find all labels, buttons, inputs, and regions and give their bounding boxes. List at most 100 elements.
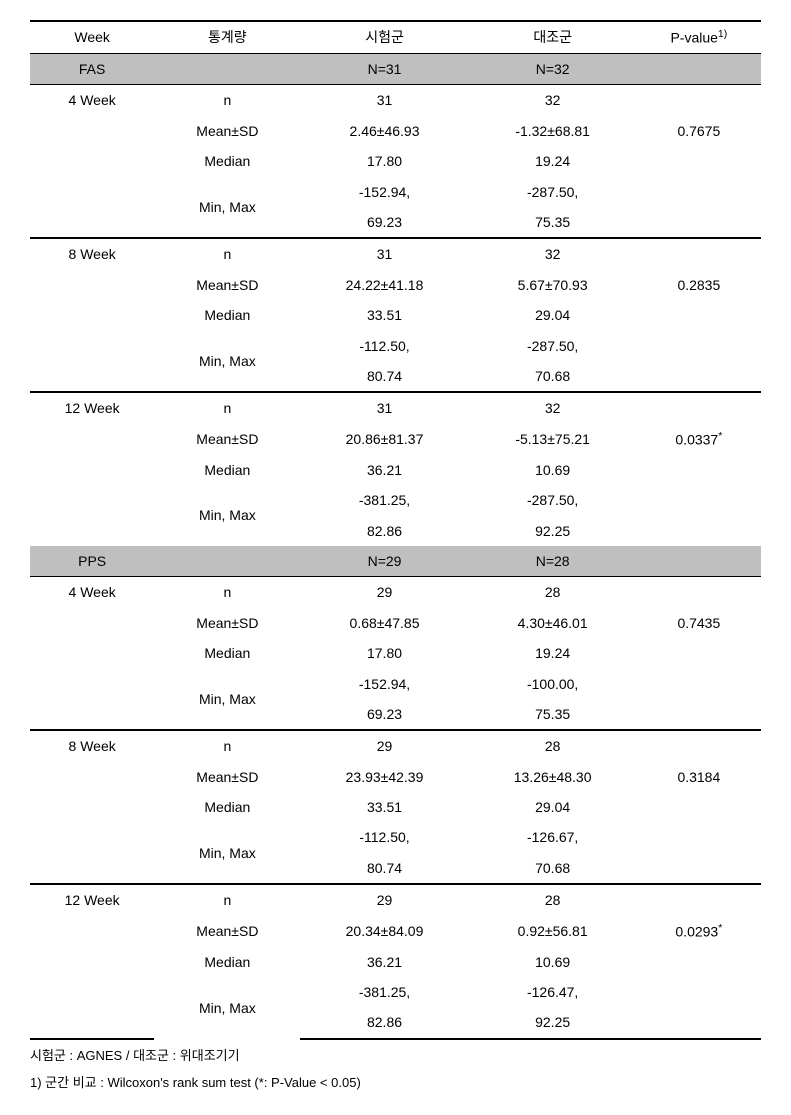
stat-median: Median — [154, 947, 300, 977]
val-n-g1: 31 — [300, 85, 468, 116]
val-pvalue: 0.3184 — [637, 762, 761, 792]
val-max-g2: 75.35 — [469, 207, 637, 238]
val-min-g1: -381.25, — [300, 485, 468, 515]
stat-median: Median — [154, 146, 300, 176]
stat-minmax: Min, Max — [154, 669, 300, 731]
val-n-g2: 28 — [469, 884, 637, 915]
val-median-g2: 10.69 — [469, 947, 637, 977]
stat-mean: Mean±SD — [154, 916, 300, 947]
week-label: 4 Week — [30, 85, 154, 116]
section-n-g1: N=29 — [300, 546, 468, 577]
footnote-2: 1) 군간 비교 : Wilcoxon's rank sum test (*: … — [30, 1067, 761, 1094]
val-max-g2: 75.35 — [469, 699, 637, 730]
val-pvalue: 0.0293* — [637, 916, 761, 947]
val-mean-g2: 5.67±70.93 — [469, 270, 637, 300]
val-n-g1: 29 — [300, 730, 468, 761]
val-median-g1: 36.21 — [300, 455, 468, 485]
val-median-g1: 33.51 — [300, 300, 468, 330]
val-min-g2: -287.50, — [469, 331, 637, 361]
val-n-g1: 31 — [300, 238, 468, 269]
stat-n: n — [154, 238, 300, 269]
footnote-1: 시험군 : AGNES / 대조군 : 위대조기기 — [30, 1040, 761, 1067]
val-min-g1: -381.25, — [300, 977, 468, 1007]
val-max-g2: 92.25 — [469, 516, 637, 546]
val-pvalue: 0.7675 — [637, 116, 761, 146]
stat-median: Median — [154, 792, 300, 822]
week-label: 8 Week — [30, 238, 154, 269]
val-median-g1: 17.80 — [300, 146, 468, 176]
val-min-g1: -152.94, — [300, 177, 468, 207]
val-min-g2: -100.00, — [469, 669, 637, 699]
val-pvalue: 0.2835 — [637, 270, 761, 300]
section-n-g1: N=31 — [300, 54, 468, 85]
val-min-g2: -126.47, — [469, 977, 637, 1007]
val-mean-g2: -1.32±68.81 — [469, 116, 637, 146]
stat-mean: Mean±SD — [154, 424, 300, 455]
val-mean-g2: -5.13±75.21 — [469, 424, 637, 455]
week-label: 12 Week — [30, 392, 154, 423]
val-max-g1: 69.23 — [300, 207, 468, 238]
val-n-g1: 29 — [300, 577, 468, 608]
stat-minmax: Min, Max — [154, 977, 300, 1039]
col-group2: 대조군 — [469, 21, 637, 54]
val-max-g2: 70.68 — [469, 853, 637, 884]
stat-minmax: Min, Max — [154, 177, 300, 239]
val-max-g2: 70.68 — [469, 361, 637, 392]
val-max-g1: 82.86 — [300, 516, 468, 546]
section-n-g2: N=28 — [469, 546, 637, 577]
val-min-g2: -287.50, — [469, 177, 637, 207]
stat-n: n — [154, 730, 300, 761]
val-pvalue: 0.7435 — [637, 608, 761, 638]
col-stat: 통계량 — [154, 21, 300, 54]
stat-median: Median — [154, 455, 300, 485]
val-max-g1: 80.74 — [300, 361, 468, 392]
val-min-g1: -112.50, — [300, 331, 468, 361]
val-mean-g2: 4.30±46.01 — [469, 608, 637, 638]
val-mean-g1: 2.46±46.93 — [300, 116, 468, 146]
val-median-g1: 33.51 — [300, 792, 468, 822]
stat-median: Median — [154, 300, 300, 330]
val-mean-g1: 0.68±47.85 — [300, 608, 468, 638]
val-mean-g2: 0.92±56.81 — [469, 916, 637, 947]
section-name: FAS — [30, 54, 154, 85]
val-min-g1: -152.94, — [300, 669, 468, 699]
val-mean-g1: 20.34±84.09 — [300, 916, 468, 947]
val-median-g2: 29.04 — [469, 300, 637, 330]
col-pvalue: P-value1) — [637, 21, 761, 54]
val-n-g2: 28 — [469, 577, 637, 608]
val-mean-g2: 13.26±48.30 — [469, 762, 637, 792]
stat-mean: Mean±SD — [154, 270, 300, 300]
stat-mean: Mean±SD — [154, 762, 300, 792]
val-max-g1: 69.23 — [300, 699, 468, 730]
val-max-g1: 80.74 — [300, 853, 468, 884]
val-min-g2: -287.50, — [469, 485, 637, 515]
val-n-g2: 32 — [469, 238, 637, 269]
val-pvalue: 0.0337* — [637, 424, 761, 455]
stat-median: Median — [154, 638, 300, 668]
val-median-g2: 29.04 — [469, 792, 637, 822]
val-n-g1: 31 — [300, 392, 468, 423]
val-max-g2: 92.25 — [469, 1007, 637, 1038]
val-median-g2: 19.24 — [469, 638, 637, 668]
week-label: 4 Week — [30, 577, 154, 608]
val-mean-g1: 24.22±41.18 — [300, 270, 468, 300]
stat-mean: Mean±SD — [154, 608, 300, 638]
val-mean-g1: 23.93±42.39 — [300, 762, 468, 792]
stats-table: Week통계량시험군대조군P-value1)FASN=31N=324 Weekn… — [30, 20, 761, 1040]
val-median-g2: 10.69 — [469, 455, 637, 485]
stat-n: n — [154, 392, 300, 423]
val-n-g2: 28 — [469, 730, 637, 761]
val-max-g1: 82.86 — [300, 1007, 468, 1038]
val-min-g1: -112.50, — [300, 822, 468, 852]
stat-n: n — [154, 884, 300, 915]
val-median-g2: 19.24 — [469, 146, 637, 176]
val-n-g1: 29 — [300, 884, 468, 915]
stat-mean: Mean±SD — [154, 116, 300, 146]
val-n-g2: 32 — [469, 85, 637, 116]
section-n-g2: N=32 — [469, 54, 637, 85]
stat-minmax: Min, Max — [154, 485, 300, 546]
stat-minmax: Min, Max — [154, 822, 300, 884]
stat-n: n — [154, 577, 300, 608]
week-label: 12 Week — [30, 884, 154, 915]
section-name: PPS — [30, 546, 154, 577]
